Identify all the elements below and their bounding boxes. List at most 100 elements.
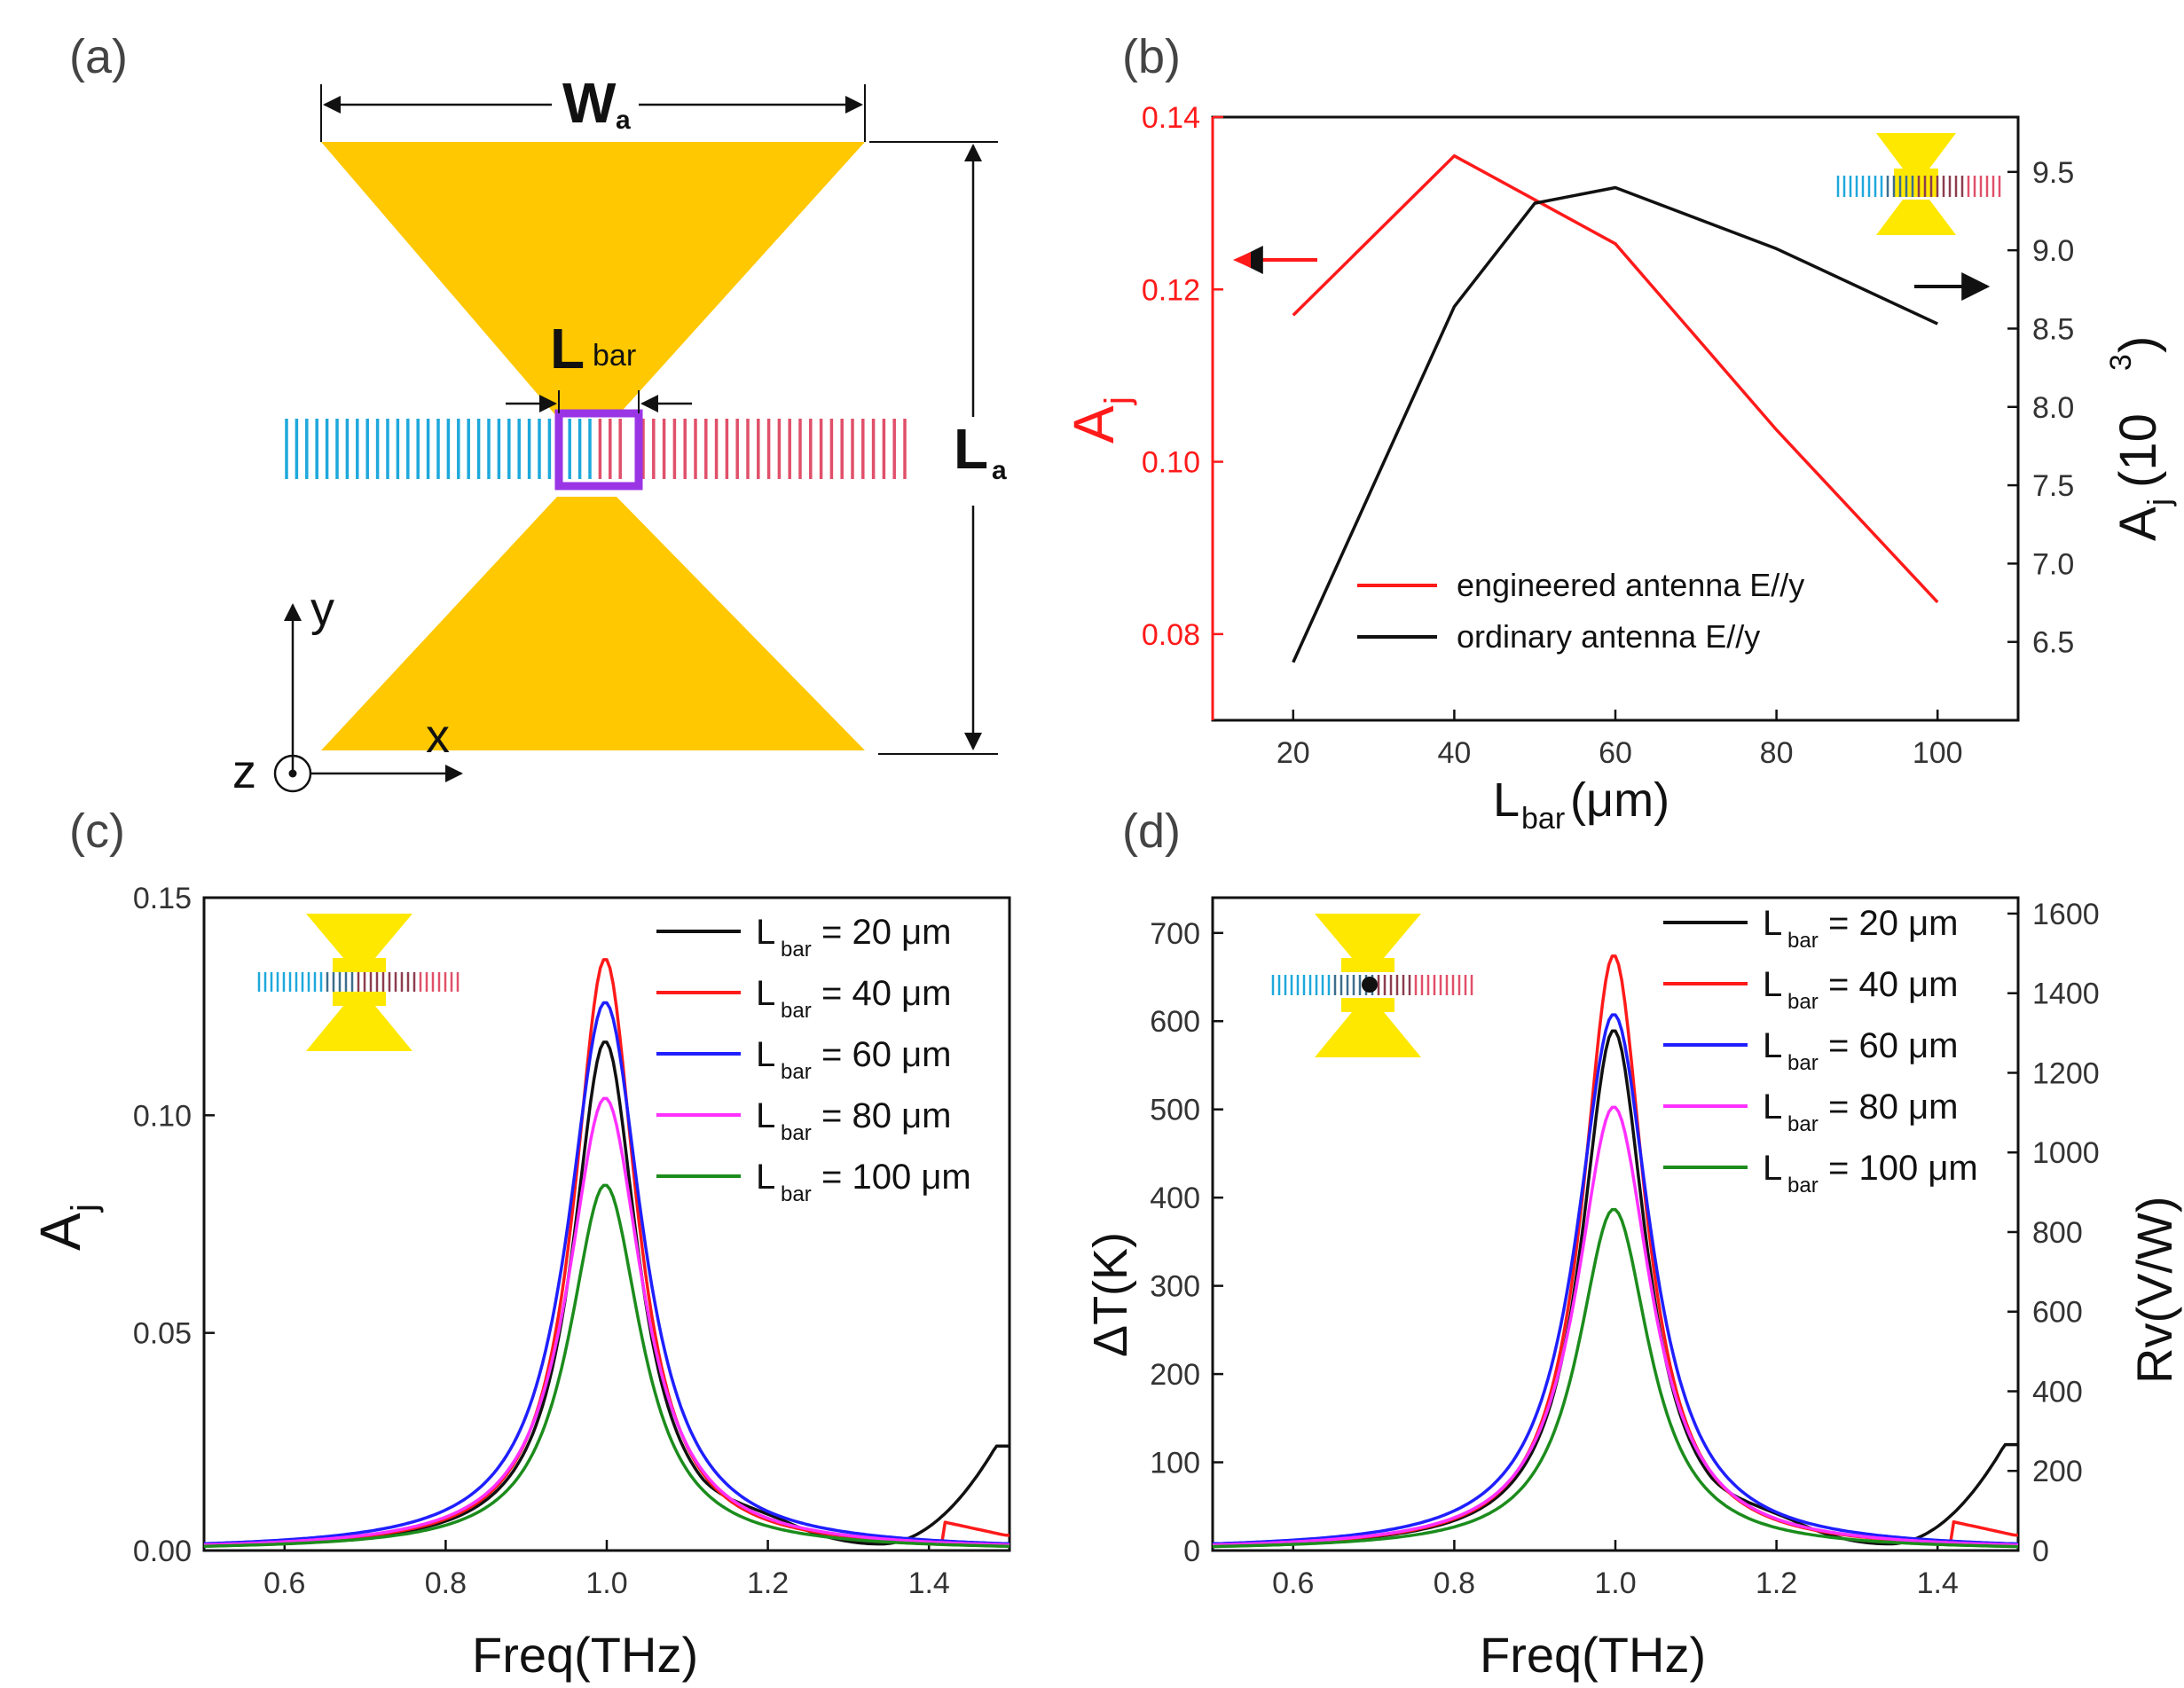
panel-d-y2label: Rv(V/W) — [2126, 1196, 2182, 1384]
panel-d-axes: 0.6 0.8 1.0 1.2 1.4 0 100 200 300 400 500 600 700 0 20… — [1150, 898, 2099, 1600]
legend-label-sub: bar — [781, 938, 812, 962]
panel-b-inset-antenna — [1836, 133, 2001, 235]
x-tick-label: 80 — [1760, 736, 1794, 770]
panel-b: (b) 20 40 60 80 100 0.08 0.10 0.12 0.14 6.5 7.0 7.5… — [1062, 30, 2177, 836]
y-tick-label: 0.12 — [1142, 273, 1200, 307]
x-tick-label: 1.0 — [585, 1566, 627, 1600]
legend-label-main: L — [756, 1158, 775, 1197]
x-tick-label: 40 — [1437, 736, 1471, 770]
panel-b-y2label: A j (10 3 ) — [2104, 336, 2177, 541]
x-tick-label: 100 — [1913, 736, 1963, 770]
panel-b-label: (b) — [1122, 30, 1181, 83]
axis-x-label: x — [426, 710, 450, 763]
x-tick-label: 1.2 — [747, 1566, 789, 1600]
x-tick-label: 0.8 — [425, 1566, 467, 1600]
antenna-bottom-triangle — [321, 497, 865, 750]
y2-tick-label: 8.0 — [2032, 391, 2074, 425]
panel-b-y2label-close: ) — [2109, 336, 2167, 353]
panel-c-ylabel: A j — [28, 1204, 104, 1251]
legend-label-sub: bar — [1787, 1051, 1819, 1075]
legend-label-tail: = 100 μm — [1828, 1149, 1978, 1188]
y2-tick-label: 9.0 — [2032, 234, 2074, 268]
legend-label-tail: = 20 μm — [1828, 904, 1958, 943]
x-tick-label: 1.0 — [1594, 1566, 1636, 1600]
y2-tick-label: 6.5 — [2032, 626, 2074, 660]
axis-y-label: y — [310, 583, 334, 636]
y-tick-label: 0.00 — [133, 1535, 192, 1568]
y-tick-label: 500 — [1150, 1094, 1200, 1127]
legend-label-tail: = 100 μm — [821, 1158, 971, 1197]
panel-c-xlabel: Freq(THz) — [472, 1627, 698, 1683]
panel-c-lines — [203, 958, 1010, 1549]
x-tick-label: 0.8 — [1434, 1566, 1475, 1600]
ordinary-antenna-line — [1292, 185, 1938, 663]
series-line-magenta — [1212, 1105, 2019, 1547]
y-tick-label: 0.05 — [133, 1317, 192, 1351]
series-line-magenta — [203, 1096, 1010, 1547]
axis-z-label: z — [232, 745, 256, 798]
series-line-blue — [203, 1001, 1010, 1546]
legend-label-sub: bar — [781, 1121, 812, 1145]
z-axis-circle — [273, 754, 312, 793]
legend-label-sub: bar — [1787, 1112, 1819, 1136]
legend-label-main: L — [756, 913, 775, 952]
panel-b-xlabel-tail: (μm) — [1570, 773, 1669, 827]
legend-label-sub: bar — [781, 1060, 812, 1084]
y-tick-label: 700 — [1150, 917, 1200, 951]
panel-c-ylabel-sub: j — [65, 1204, 104, 1213]
panel-d-lines — [1212, 954, 2019, 1549]
y2-tick-label: 9.5 — [2032, 156, 2074, 190]
panel-d-xlabel: Freq(THz) — [1480, 1627, 1706, 1683]
panel-b-y2label-sub: j — [2141, 499, 2177, 506]
panel-d-ylabel: ΔT(K) — [1084, 1232, 1137, 1357]
x-tick-label: 1.4 — [908, 1566, 950, 1600]
legend-label-tail: = 60 μm — [821, 1035, 951, 1074]
legend-label-tail: = 20 μm — [821, 913, 951, 952]
y2-tick-label: 0 — [2032, 1535, 2049, 1568]
left-axis-arrowhead — [1233, 252, 1251, 268]
y-tick-label: 600 — [1150, 1005, 1200, 1039]
y-tick-label: 0.08 — [1142, 618, 1200, 652]
y-tick-label: 0 — [1183, 1535, 1200, 1568]
antenna-top-triangle — [321, 142, 865, 417]
y-tick-label: 0.14 — [1142, 101, 1200, 135]
panel-b-ylabel: A j — [1062, 396, 1137, 444]
legend-label-main: L — [1763, 1026, 1782, 1065]
y-tick-label: 0.10 — [1142, 446, 1200, 480]
panel-b-ylabel-sub: j — [1098, 396, 1137, 405]
y2-tick-label: 800 — [2032, 1216, 2083, 1250]
panel-a-label: (a) — [69, 30, 128, 83]
series-line-green — [203, 1183, 1010, 1549]
legend-label-sub: bar — [1787, 929, 1819, 953]
legend-b-engineered-text: engineered antenna E//y — [1457, 567, 1804, 603]
panel-b-xlabel-main: L — [1493, 773, 1520, 827]
y2-tick-label: 200 — [2032, 1455, 2083, 1488]
y2-tick-label: 1400 — [2032, 977, 2100, 1011]
panel-d-label: (d) — [1122, 805, 1181, 858]
legend-label-tail: = 40 μm — [1828, 965, 1958, 1004]
series-line-green — [1213, 1207, 2019, 1549]
legend-label-main: L — [756, 974, 775, 1013]
legend-label-main: L — [756, 1035, 775, 1074]
legend-label-main: L — [1763, 904, 1782, 943]
y2-tick-label: 1600 — [2032, 898, 2100, 931]
lbar-label-main: L — [550, 317, 585, 381]
x-tick-label: 1.4 — [1917, 1566, 1959, 1600]
series-line-blue — [1212, 1013, 2019, 1546]
legend-label-main: L — [1763, 1149, 1782, 1188]
legend-label-sub: bar — [781, 1182, 812, 1206]
x-tick-label: 60 — [1599, 736, 1632, 770]
panel-b-axes: 20 40 60 80 100 0.08 0.10 0.12 0.14 6.5 7.0 7.5 8.0 8… — [1142, 101, 2074, 770]
y2-tick-label: 1200 — [2032, 1056, 2100, 1090]
panel-d-inset-antenna — [1271, 914, 1473, 1057]
y2-tick-label: 400 — [2032, 1375, 2083, 1409]
panel-c-label: (c) — [69, 805, 125, 858]
y2-tick-label: 8.5 — [2032, 312, 2074, 346]
x-tick-label: 0.6 — [1272, 1566, 1314, 1600]
la-label-sub: a — [992, 456, 1007, 485]
bar-highlight-box — [554, 409, 643, 491]
stripe-array — [285, 419, 907, 479]
